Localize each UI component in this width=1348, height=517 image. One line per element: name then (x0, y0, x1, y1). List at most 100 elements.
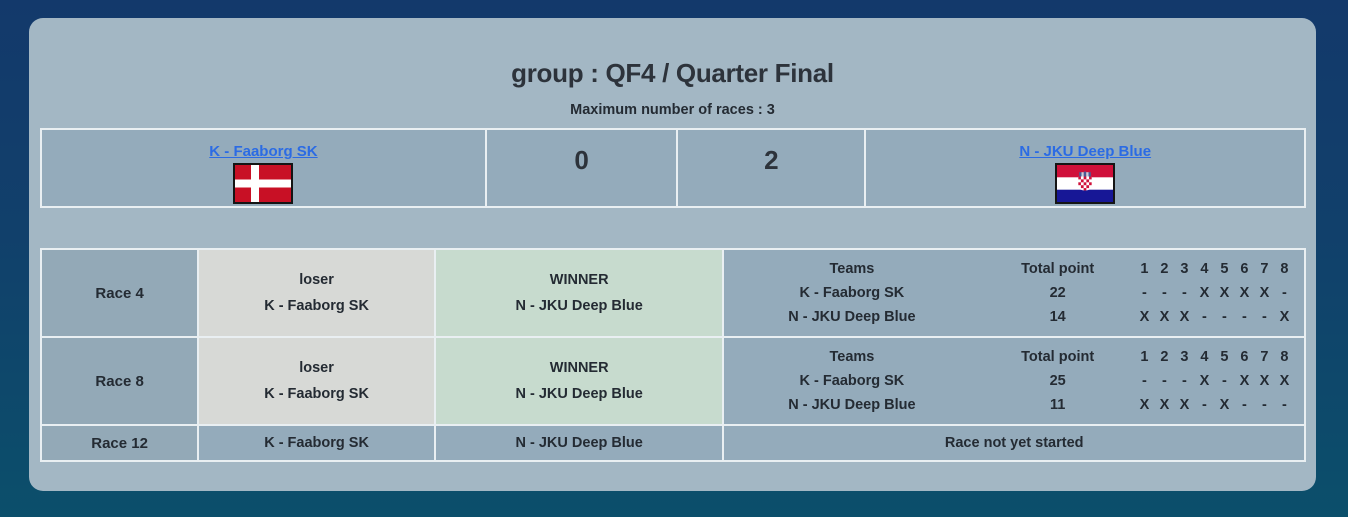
team1-cell: K - Faaborg SK (42, 130, 485, 206)
race-point-mark: X (1259, 373, 1270, 389)
race-point-mark: X (1139, 397, 1150, 413)
race8-label: Race 8 (42, 338, 198, 424)
winner-label: WINNER (549, 360, 609, 376)
race-point-mark: X (1219, 285, 1230, 301)
team2-cell: N - JKU Deep Blue (866, 130, 1304, 206)
race4-label: Race 4 (42, 250, 198, 336)
race12-status: Race not yet started (724, 426, 1304, 460)
race8-loser-cell: loser K - Faaborg SK (199, 338, 434, 424)
race-point-mark: X (1239, 373, 1250, 389)
page-title: group : QF4 / Quarter Final (511, 58, 834, 88)
race-point-mark: X (1179, 309, 1190, 325)
race-point-mark: X (1199, 285, 1210, 301)
team2-link[interactable]: N - JKU Deep Blue (1019, 143, 1152, 160)
race-point-mark: X (1279, 309, 1290, 325)
races-table: Race 4 loser K - Faaborg SK WINNER N - J… (40, 248, 1306, 462)
race12-label: Race 12 (42, 426, 198, 460)
race-point-mark: - (1221, 373, 1227, 389)
loser-team: K - Faaborg SK (264, 298, 369, 314)
teams-header: Teams (829, 349, 875, 365)
race-point-mark: X (1179, 397, 1190, 413)
race-point-mark: 3 (1180, 349, 1189, 365)
croatia-crown (1079, 171, 1091, 177)
race8-winner-cell: WINNER N - JKU Deep Blue (435, 338, 723, 424)
points-team: N - JKU Deep Blue (788, 397, 916, 413)
race-point-mark: 4 (1200, 349, 1209, 365)
match-summary-table: K - Faaborg SK 0 2 N - JKU Deep Blue (40, 128, 1306, 208)
winner-team: N - JKU Deep Blue (515, 298, 643, 314)
race-point-mark: - (1221, 309, 1227, 325)
race-point-mark: - (1181, 285, 1187, 301)
race-point-mark: X (1159, 309, 1170, 325)
race-point-mark: X (1279, 373, 1290, 389)
points-team: K - Faaborg SK (799, 373, 905, 389)
points-team: N - JKU Deep Blue (788, 309, 916, 325)
race-point-mark: - (1201, 309, 1207, 325)
race-point-mark: X (1139, 309, 1150, 325)
points-total: 14 (1049, 309, 1066, 325)
team2-score: 2 (678, 130, 865, 206)
loser-label: loser (299, 272, 334, 288)
race-point-mark: - (1261, 397, 1267, 413)
points-total: 11 (1049, 397, 1066, 413)
points-total: 22 (1049, 285, 1066, 301)
race-point-mark: 8 (1280, 261, 1289, 277)
points-total: 25 (1049, 373, 1066, 389)
race-point-mark: 7 (1260, 349, 1269, 365)
race-point-mark: 7 (1260, 261, 1269, 277)
winner-team: N - JKU Deep Blue (515, 386, 643, 402)
race12-team2: N - JKU Deep Blue (435, 426, 723, 460)
race-point-mark: - (1161, 285, 1167, 301)
race-point-mark: - (1181, 373, 1187, 389)
race-point-mark: 1 (1140, 261, 1149, 277)
race-point-mark: X (1159, 397, 1170, 413)
denmark-flag-icon (233, 163, 294, 204)
race-point-mark: X (1259, 285, 1270, 301)
race4-winner-cell: WINNER N - JKU Deep Blue (435, 250, 723, 336)
teams-header: Teams (829, 261, 875, 277)
race-point-mark: - (1161, 373, 1167, 389)
team1-link[interactable]: K - Faaborg SK (209, 143, 318, 160)
race-point-mark: - (1201, 397, 1207, 413)
race-point-mark: - (1241, 309, 1247, 325)
loser-label: loser (299, 360, 334, 376)
race-point-mark: - (1141, 373, 1147, 389)
race-point-mark: - (1261, 309, 1267, 325)
group-panel: group : QF4 / Quarter Final Maximum numb… (29, 18, 1316, 491)
race4-loser-cell: loser K - Faaborg SK (199, 250, 434, 336)
race-point-mark: 4 (1200, 261, 1209, 277)
race-point-mark: 6 (1240, 349, 1249, 365)
race-point-mark: 8 (1280, 349, 1289, 365)
race-point-mark: 2 (1160, 349, 1169, 365)
team1-score: 0 (486, 130, 677, 206)
winner-label: WINNER (549, 272, 609, 288)
race-point-mark: 5 (1220, 349, 1229, 365)
race-point-mark: 6 (1240, 261, 1249, 277)
race-point-mark: 1 (1140, 349, 1149, 365)
loser-team: K - Faaborg SK (264, 386, 369, 402)
race-point-mark: - (1281, 285, 1287, 301)
race-point-mark: X (1219, 397, 1230, 413)
race-point-mark: X (1239, 285, 1250, 301)
race-point-mark: - (1281, 397, 1287, 413)
race-point-mark: 2 (1160, 261, 1169, 277)
race-point-mark: - (1141, 285, 1147, 301)
points-team: K - Faaborg SK (799, 285, 905, 301)
croatia-flag-icon (1055, 163, 1116, 204)
race-point-mark: X (1199, 373, 1210, 389)
race-point-mark: - (1241, 397, 1247, 413)
total-point-header: Total point (1021, 261, 1095, 277)
